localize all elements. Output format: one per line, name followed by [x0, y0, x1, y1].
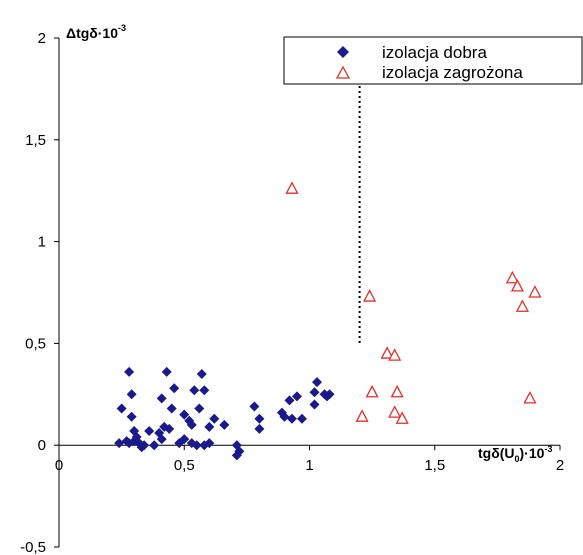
data-point — [139, 440, 150, 451]
tick-marks — [54, 37, 561, 548]
y-axis-title: Δtgδ·10-3 — [66, 23, 126, 41]
data-point — [166, 403, 177, 414]
y-tick-label: 0 — [38, 437, 46, 454]
x-tick-label: 2 — [556, 457, 564, 474]
data-point — [194, 403, 205, 414]
legend: izolacja dobra izolacja zagrożona — [283, 36, 583, 85]
y-axis-title-main: Δtgδ·10 — [66, 25, 118, 41]
data-point — [388, 405, 402, 418]
series-izolacja-dobra — [114, 366, 335, 461]
y-tick-label: 1,5 — [25, 132, 46, 149]
y-tick-label: 0,5 — [25, 335, 46, 352]
data-point — [169, 383, 180, 394]
y-tick-label: 2 — [38, 30, 46, 47]
data-point — [505, 270, 519, 284]
data-point — [254, 413, 265, 424]
data-point — [388, 348, 402, 361]
data-point — [186, 419, 197, 430]
x-tick-label: 0,5 — [174, 457, 195, 474]
x-tick-label: 1,5 — [424, 457, 445, 474]
data-point — [149, 440, 160, 451]
data-point — [510, 278, 524, 292]
data-point — [312, 377, 323, 388]
y-axis-title-sup: -3 — [118, 23, 126, 33]
data-point — [528, 285, 542, 298]
data-point — [116, 403, 127, 414]
data-point — [363, 289, 377, 302]
series-izolacja-zagrozona — [285, 181, 542, 424]
data-point — [219, 419, 230, 430]
legend-marker-izolacja-zagrozona — [335, 65, 351, 79]
data-point — [161, 366, 172, 377]
data-point — [285, 181, 299, 194]
data-point — [395, 411, 409, 424]
data-point — [196, 368, 207, 379]
data-point — [156, 434, 167, 445]
data-point — [179, 409, 190, 420]
data-point — [199, 385, 210, 396]
data-point — [249, 401, 260, 412]
data-point — [355, 409, 369, 422]
data-point — [204, 421, 215, 432]
data-point — [286, 413, 297, 424]
x-axis-title-part1: tgδ(U — [478, 445, 514, 461]
data-point — [124, 366, 135, 377]
data-point — [164, 423, 175, 434]
x-axis-title: tgδ(U0)·10-3 — [478, 444, 552, 464]
legend-marker-izolacja-dobra — [337, 46, 349, 58]
data-point — [144, 425, 155, 436]
data-point — [291, 391, 302, 402]
x-tick-label: 1 — [305, 457, 313, 474]
data-point — [279, 411, 290, 422]
data-point — [515, 299, 529, 312]
data-point — [254, 423, 265, 434]
legend-label-izolacja-dobra: izolacja dobra — [382, 43, 487, 62]
legend-box — [283, 36, 583, 85]
data-point — [309, 387, 320, 398]
legend-label-izolacja-zagrozona: izolacja zagrożona — [382, 63, 523, 82]
data-point — [324, 389, 335, 400]
data-point — [209, 413, 220, 424]
data-points — [114, 181, 542, 461]
data-point — [126, 411, 137, 422]
data-point — [114, 438, 125, 449]
data-point — [156, 393, 167, 404]
data-point — [390, 384, 404, 398]
y-tick-label: 1 — [38, 234, 46, 251]
data-point — [191, 440, 202, 451]
x-axis-title-sup: -3 — [544, 444, 552, 454]
data-point — [523, 390, 537, 404]
data-point — [179, 434, 190, 445]
y-tick-label: -0,5 — [20, 539, 46, 555]
data-point — [234, 446, 245, 457]
tick-labels: -0,5 0 0,5 1 1,5 2 0 0,5 1 1,5 2 — [20, 30, 564, 555]
x-axis-title-part2: )·10 — [520, 445, 545, 461]
data-point — [380, 346, 394, 359]
data-point — [309, 399, 320, 410]
data-point — [284, 395, 295, 406]
data-point — [126, 389, 137, 400]
data-point — [296, 413, 307, 424]
x-axis-title-sub: 0 — [514, 454, 519, 464]
x-tick-label: 0 — [55, 457, 63, 474]
data-point — [365, 384, 379, 398]
data-point — [189, 385, 200, 396]
data-point — [204, 438, 215, 449]
